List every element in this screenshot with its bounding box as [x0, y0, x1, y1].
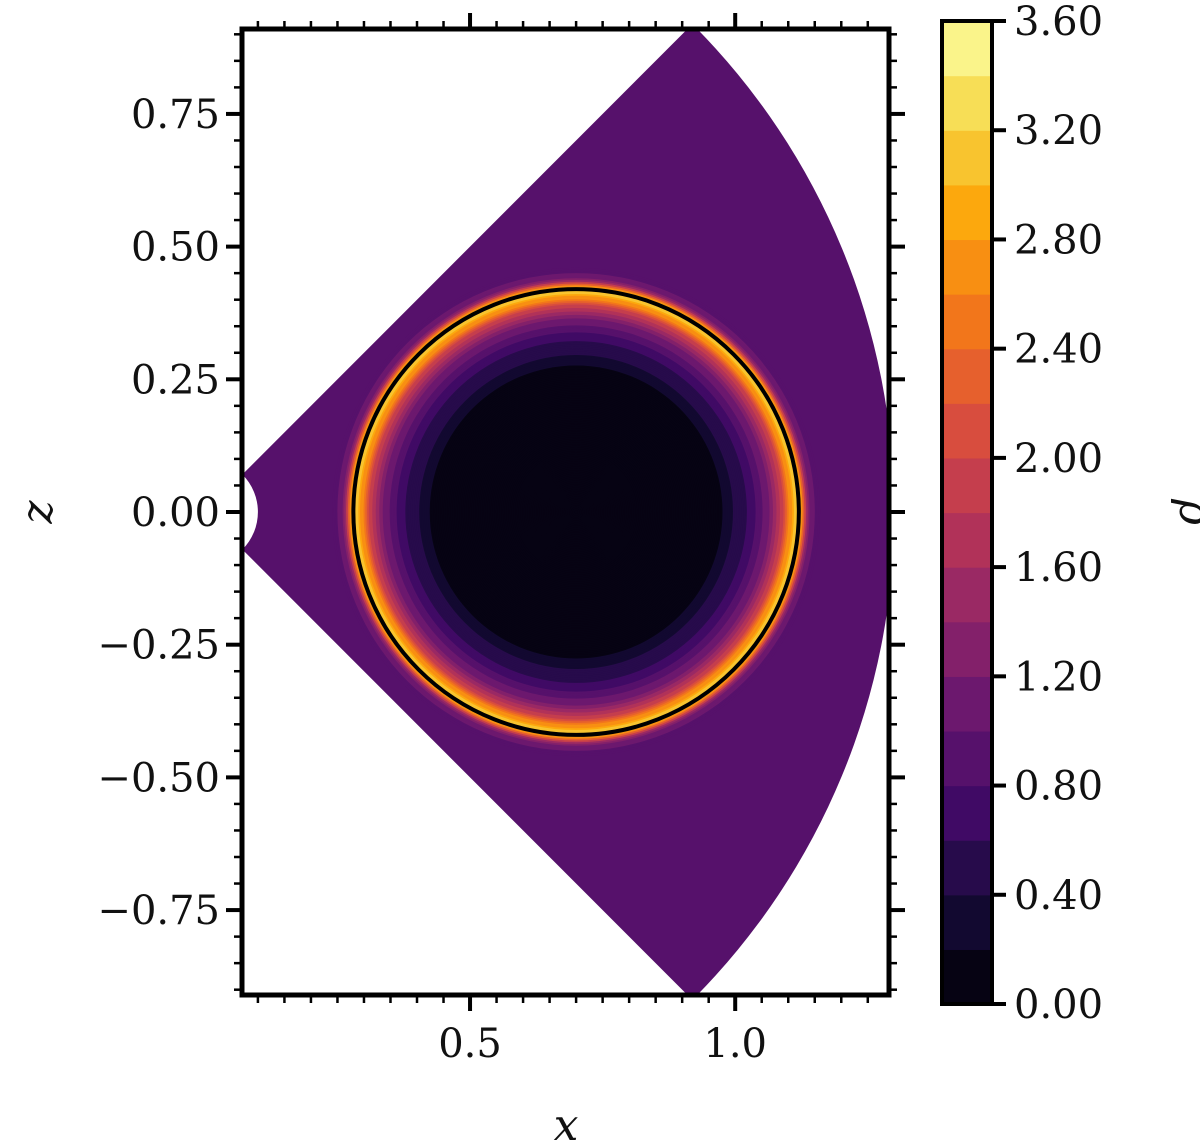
colorbar-tick-label: 1.20	[1014, 654, 1103, 700]
colorbar-level	[942, 239, 992, 295]
y-tick-label: 0.00	[131, 490, 220, 536]
colorbar-tick-label: 3.60	[1014, 0, 1103, 45]
colorbar-level	[942, 75, 992, 131]
x-tick-label: 0.5	[438, 1021, 502, 1067]
plot-area	[242, 29, 889, 995]
colorbar-level	[942, 785, 992, 841]
colorbar-level	[942, 512, 992, 568]
colorbar-level	[942, 130, 992, 186]
colorbar-level	[942, 21, 992, 77]
colorbar-tick-label: 2.00	[1014, 436, 1103, 482]
colorbar-level	[942, 567, 992, 623]
colorbar-level	[942, 676, 992, 732]
colorbar-level	[942, 348, 992, 404]
y-axis-label: z	[12, 500, 63, 525]
colorbar-level	[942, 403, 992, 459]
y-tick-label: −0.50	[97, 755, 220, 801]
colorbar-level	[942, 894, 992, 950]
colorbar-level	[942, 949, 992, 1005]
colorbar-tick-label: 0.00	[1014, 982, 1103, 1028]
colorbar-tick-label: 0.80	[1014, 764, 1103, 810]
colorbar-tick-label: 2.40	[1014, 327, 1103, 373]
interface-circle	[351, 287, 801, 737]
colorbar-label: ρ	[1169, 498, 1200, 525]
colorbar-frame	[940, 19, 994, 1006]
y-tick-label: −0.75	[97, 888, 220, 934]
colorbar-tick-label: 0.40	[1014, 873, 1103, 919]
y-tick-label: 0.75	[131, 92, 220, 138]
colorbar-tick-label: 3.20	[1014, 108, 1103, 154]
axis-ticks	[226, 13, 905, 1011]
colorbar-level	[942, 457, 992, 514]
colorbar	[940, 19, 994, 1006]
colorbar-tick-label: 1.60	[1014, 545, 1103, 591]
y-tick-label: −0.25	[97, 623, 220, 669]
colorbar-level	[942, 184, 992, 241]
y-tick-label: 0.25	[131, 357, 220, 403]
x-tick-labels: 0.5 1.0	[438, 1021, 767, 1067]
colorbar-level	[942, 294, 992, 350]
colorbar-level	[942, 621, 992, 677]
y-tick-label: 0.50	[131, 225, 220, 271]
colorbar-tick-label: 2.80	[1014, 217, 1103, 263]
x-axis-label: x	[554, 1100, 579, 1147]
colorbar-level	[942, 840, 992, 896]
y-tick-labels: 0.75 0.50 0.25 0.00 −0.25 −0.50 −0.75	[97, 92, 220, 934]
colorbar-level	[942, 730, 992, 787]
density-ring	[574, 510, 578, 514]
x-tick-label: 1.0	[703, 1021, 767, 1067]
colorbar-ticks: 0.00 0.40 0.80 1.20 1.60 2.00 2.40 2.80 3.20 3.60	[992, 0, 1103, 1028]
